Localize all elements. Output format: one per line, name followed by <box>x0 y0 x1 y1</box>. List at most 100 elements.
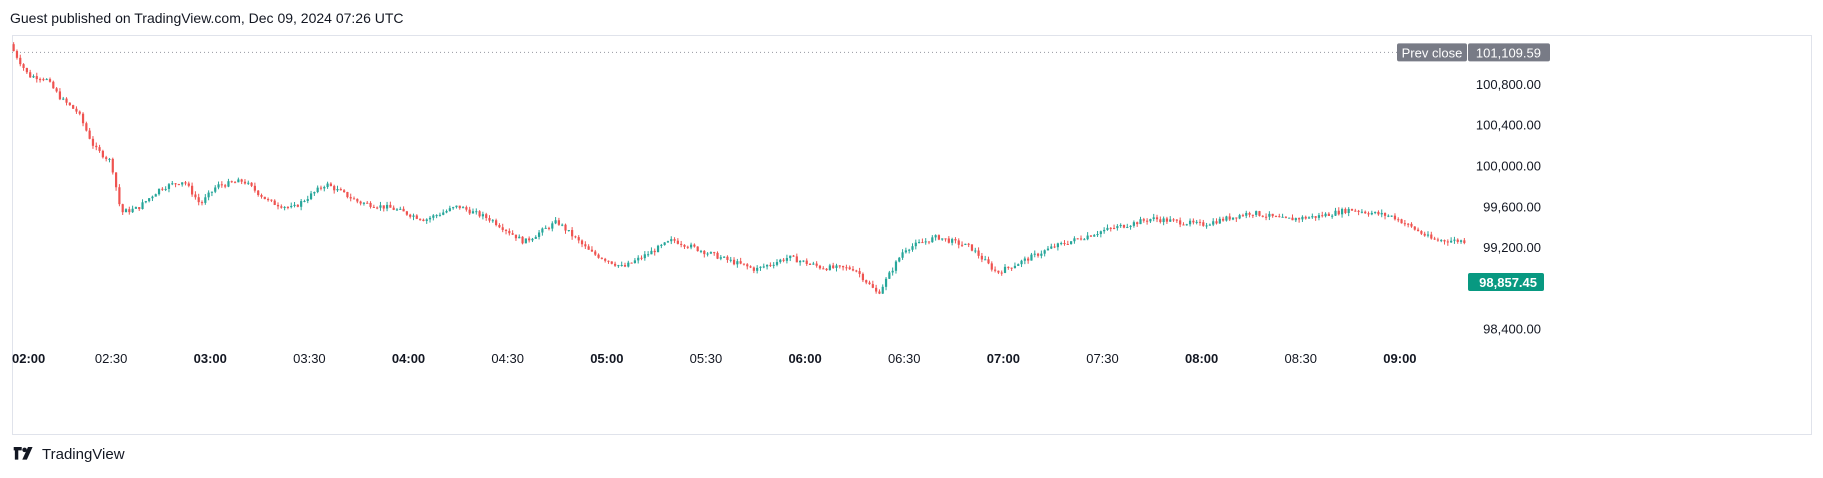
candle-body <box>1020 260 1023 265</box>
candle-body <box>683 244 686 247</box>
candle-body <box>881 286 884 294</box>
candle-body <box>283 206 286 208</box>
candle-body <box>713 252 716 254</box>
candle-body <box>719 257 722 259</box>
candle-body <box>144 201 147 203</box>
candle-body <box>1231 217 1235 220</box>
candle-body <box>799 261 802 263</box>
candle-body <box>802 260 805 262</box>
candle-body <box>567 230 570 232</box>
candle-body <box>385 204 389 209</box>
candle-body <box>1400 219 1403 224</box>
candle-body <box>372 206 375 208</box>
candle-body <box>1132 222 1135 226</box>
candle-body <box>1364 211 1367 214</box>
candle-body <box>1099 231 1102 235</box>
candle-body <box>607 260 610 262</box>
candle-body <box>458 205 461 209</box>
candle-body <box>286 206 290 208</box>
candle-body <box>1208 224 1211 226</box>
candle-body <box>290 205 293 208</box>
candle-body <box>1324 213 1327 217</box>
candle-body <box>366 202 369 204</box>
candle-body <box>237 179 240 183</box>
published-note: Guest published on TradingView.com, Dec … <box>10 10 404 26</box>
time-tick-label: 06:30 <box>888 351 921 366</box>
candle-body <box>785 258 789 261</box>
candle-body <box>352 198 356 200</box>
candle-body <box>858 271 861 274</box>
candle-body <box>617 265 620 267</box>
candle-body <box>782 259 785 261</box>
candle-body <box>461 207 465 209</box>
candle-body <box>118 187 121 205</box>
candle-body <box>1436 239 1440 241</box>
candle-body <box>468 209 471 214</box>
candle-body <box>1106 227 1109 230</box>
candle-body <box>35 76 38 80</box>
candle-body <box>524 238 527 244</box>
candle-body <box>442 212 445 215</box>
candle-body <box>1033 253 1036 255</box>
candle-body <box>1258 211 1261 216</box>
candle-body <box>643 254 646 259</box>
candle-body <box>214 187 217 192</box>
candle-body <box>243 181 247 184</box>
candle-body <box>495 220 498 226</box>
candle-body <box>1040 253 1043 256</box>
candle-body <box>765 264 769 267</box>
candle-body <box>1116 226 1119 229</box>
candle-body <box>875 287 878 292</box>
candle-body <box>1334 210 1337 216</box>
candle-body <box>1149 219 1152 222</box>
candle-body <box>848 267 851 270</box>
candle-body <box>917 242 921 244</box>
candle-body <box>101 150 104 158</box>
candle-body <box>623 265 627 267</box>
candle-body <box>478 211 481 217</box>
candle-body <box>851 269 855 271</box>
candle-body <box>670 239 673 242</box>
price-tick-label: 100,000.00 <box>1476 159 1541 174</box>
candle-body <box>1060 243 1063 245</box>
candle-body <box>1344 208 1347 213</box>
candle-body <box>412 215 415 217</box>
candle-body <box>1294 218 1297 221</box>
candle-body <box>1215 221 1218 224</box>
candle-body <box>547 227 551 229</box>
candle-body <box>739 261 742 264</box>
candle-body <box>432 215 435 218</box>
candle-body <box>1383 212 1387 216</box>
candle-body <box>647 254 650 256</box>
candle-body <box>91 138 95 146</box>
brand-name: TradingView <box>42 446 125 463</box>
candle-body <box>1017 264 1020 266</box>
candle-body <box>187 183 190 186</box>
candle-body <box>1152 217 1155 220</box>
candle-body <box>346 191 349 198</box>
candle-body <box>1165 218 1169 222</box>
time-tick-label: 03:00 <box>194 351 227 366</box>
candle-body <box>1155 217 1159 220</box>
candle-body <box>911 246 914 250</box>
candle-body <box>746 264 749 267</box>
candle-body <box>247 182 250 184</box>
candle-body <box>1354 210 1357 212</box>
candle-body <box>98 147 101 151</box>
candle-body <box>921 242 924 244</box>
candle-body <box>709 252 713 254</box>
candle-body <box>210 191 214 193</box>
candle-body <box>425 219 428 221</box>
candle-body <box>610 261 613 264</box>
candle-body <box>501 227 504 230</box>
candle-body <box>359 201 362 204</box>
candle-body <box>699 250 703 252</box>
candle-body <box>1278 216 1281 218</box>
candle-body <box>584 244 587 247</box>
candle-body <box>845 267 848 269</box>
candle-body <box>1126 226 1129 228</box>
candle-body <box>313 192 316 194</box>
candle-body <box>121 204 124 213</box>
tradingview-brand[interactable]: TradingView <box>12 446 125 463</box>
